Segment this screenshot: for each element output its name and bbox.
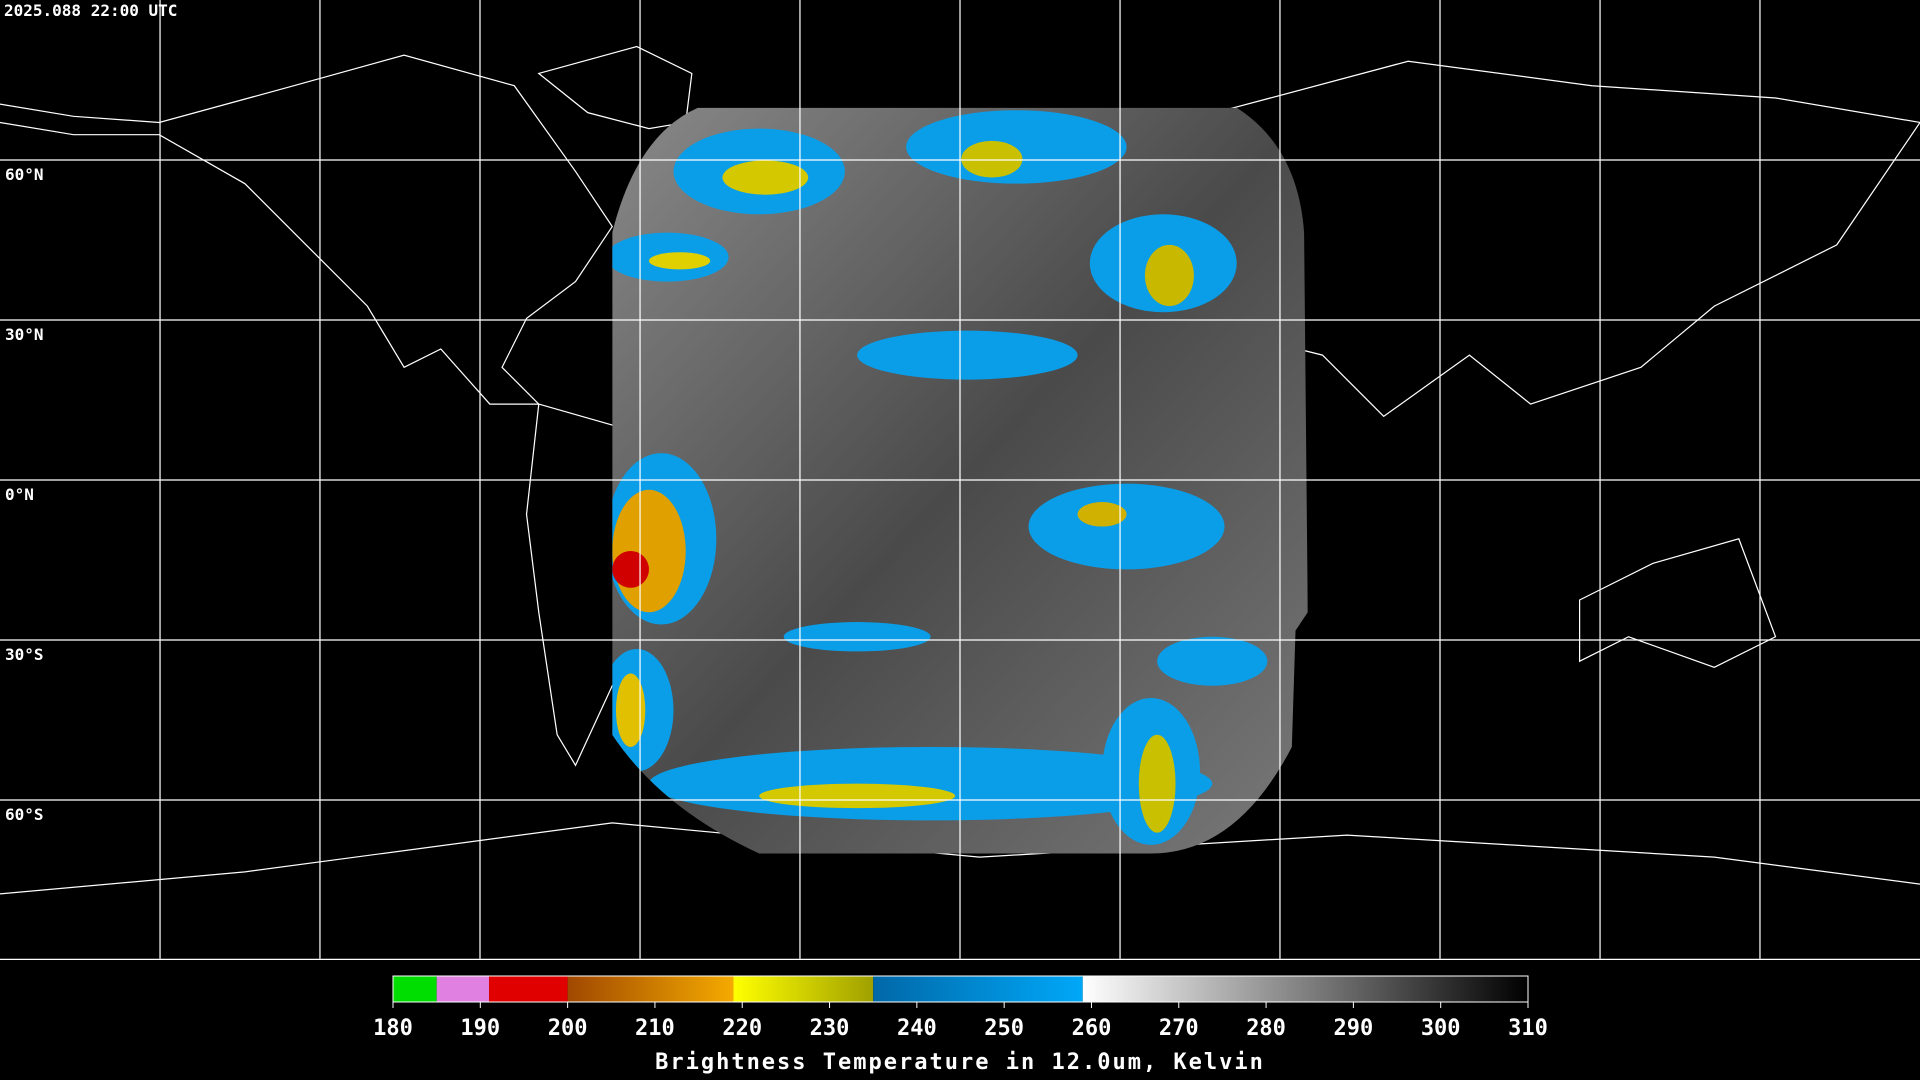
colorbar-tick-label: 250 <box>984 1016 1024 1041</box>
colorbar-tick-label: 300 <box>1421 1016 1461 1041</box>
colorbar-frame <box>392 975 1529 1003</box>
colorbar-segment <box>567 976 734 1002</box>
latitude-label: 60°S <box>5 805 44 824</box>
north-america <box>0 54 613 405</box>
colorbar-segment <box>1082 976 1528 1002</box>
colorbar-segment <box>436 976 490 1002</box>
cloud-features <box>612 110 1268 845</box>
colorbar-tick-label: 200 <box>548 1016 588 1041</box>
colorbar-tick-label: 190 <box>460 1016 500 1041</box>
colorbar: 180 190 200 210 220 230 240 250 260 270 280 290 300 3… <box>373 975 1548 1041</box>
colorbar-tick-label: 310 <box>1508 1016 1548 1041</box>
colorbar-segment <box>489 976 568 1002</box>
colorbar-title: Brightness Temperature in 12.0um, Kelvin <box>655 1050 1265 1075</box>
colorbar-tick-label: 260 <box>1072 1016 1112 1041</box>
colorbar-tick-label: 280 <box>1246 1016 1286 1041</box>
colorbar-tick-label: 180 <box>373 1016 413 1041</box>
colorbar-tick-label: 220 <box>722 1016 762 1041</box>
latitude-label: 0°N <box>5 485 34 504</box>
colorbar-segment <box>733 976 874 1002</box>
colorbar-tick-label: 230 <box>810 1016 850 1041</box>
antarctica <box>0 822 1920 895</box>
colorbar-segment <box>393 976 437 1002</box>
latitude-label: 30°N <box>5 325 44 344</box>
latitude-label: 60°N <box>5 165 44 184</box>
timestamp: 2025.088 22:00 UTC <box>4 1 177 20</box>
colorbar-tick-label: 290 <box>1334 1016 1374 1041</box>
graticule <box>0 0 1920 961</box>
map-layer <box>0 0 1920 961</box>
colorbar-tick-label: 210 <box>635 1016 675 1041</box>
colorbar-tick-label: 270 <box>1159 1016 1199 1041</box>
colorbar-tick-label: 240 <box>897 1016 937 1041</box>
colorbar-segment <box>873 976 1083 1002</box>
australia <box>1578 538 1777 669</box>
latitude-label: 30°S <box>5 645 44 664</box>
